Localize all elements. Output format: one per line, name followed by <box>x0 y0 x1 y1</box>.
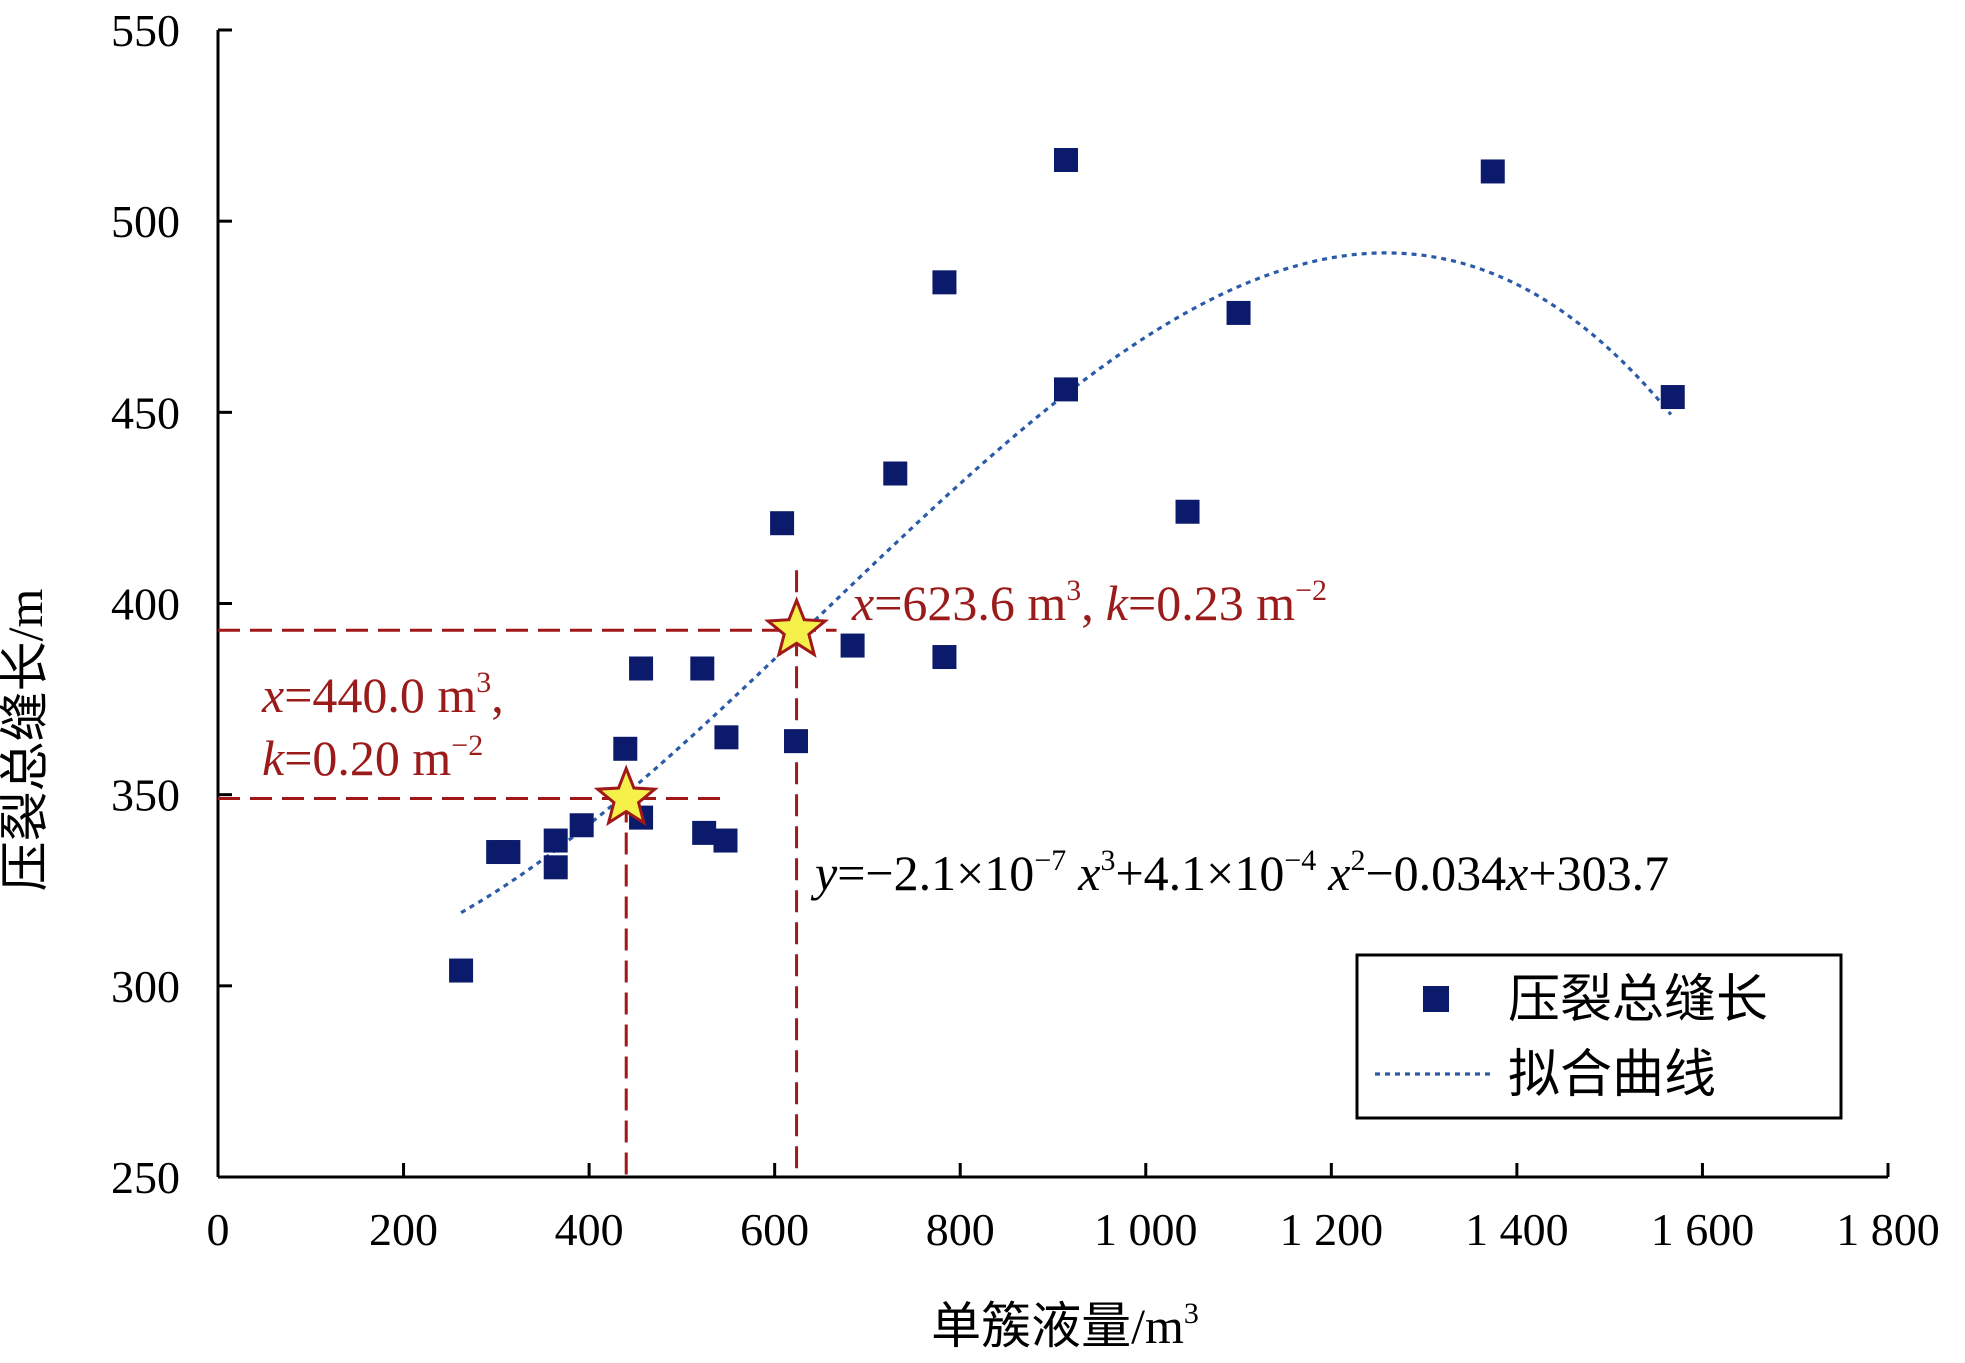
x-tick-label: 1 800 <box>1836 1204 1940 1255</box>
annotation-upper: x=623.6 m3, k=0.23 m−2 <box>851 574 1327 631</box>
x-tick-label: 1 400 <box>1465 1204 1569 1255</box>
data-point <box>1660 385 1685 410</box>
y-tick-label: 500 <box>111 196 180 247</box>
x-tick-label: 1 200 <box>1280 1204 1384 1255</box>
legend-label-fit: 拟合曲线 <box>1508 1047 1716 1104</box>
legend-box <box>1355 953 1843 1120</box>
y-tick-label: 450 <box>111 387 180 438</box>
star-marker <box>764 596 829 658</box>
y-tick-label: 300 <box>111 961 180 1012</box>
x-axis-title: 单簇液量/m3 <box>931 1297 1199 1354</box>
ticks: 0 200 400 600 800 1 000 1 200 1 400 1 600 1 800 25… <box>111 5 1940 1255</box>
data-point <box>932 645 957 670</box>
x-tick-label: 600 <box>740 1204 809 1255</box>
legend: 压裂总缝长 拟合曲线 <box>1355 953 1843 1120</box>
data-points <box>449 147 1685 983</box>
data-point <box>770 511 795 536</box>
data-point <box>629 656 654 681</box>
data-point <box>784 729 809 754</box>
y-tick-label: 400 <box>111 579 180 630</box>
y-axis-title: 压裂总缝长/m <box>0 589 53 892</box>
data-point <box>613 736 638 761</box>
data-point <box>713 828 738 853</box>
x-tick-label: 0 <box>207 1204 230 1255</box>
data-point <box>569 813 594 838</box>
x-tick-label: 200 <box>369 1204 438 1255</box>
guide-lines <box>218 570 837 1177</box>
data-point <box>1053 377 1078 402</box>
annotation-lower-line1: x=440.0 m3, <box>261 666 504 723</box>
data-point <box>692 820 717 845</box>
star-marker <box>593 764 659 827</box>
x-tick-label: 1 600 <box>1651 1204 1755 1255</box>
highlight-markers <box>593 596 829 827</box>
x-tick-label: 1 000 <box>1094 1204 1198 1255</box>
legend-label-scatter: 压裂总缝长 <box>1508 972 1768 1029</box>
data-point <box>1053 147 1078 172</box>
y-tick-label: 350 <box>111 770 180 821</box>
data-point <box>1480 159 1505 184</box>
data-point <box>543 828 568 853</box>
legend-marker-scatter <box>1423 986 1449 1012</box>
data-point <box>543 855 568 880</box>
annotation-lower-line2: k=0.20 m−2 <box>262 729 483 786</box>
data-point <box>690 656 715 681</box>
data-point <box>883 461 908 486</box>
fit-equation: y=−2.1×10−7 x3+4.1×10−4 x2−0.034x+303.7 <box>810 844 1669 901</box>
x-tick-label: 400 <box>555 1204 624 1255</box>
data-point <box>449 958 474 983</box>
data-point <box>714 725 739 750</box>
data-point <box>496 840 521 865</box>
data-point <box>1175 499 1200 524</box>
y-tick-label: 550 <box>111 5 180 56</box>
x-tick-label: 800 <box>926 1204 995 1255</box>
data-point <box>932 270 957 295</box>
y-tick-label: 250 <box>111 1152 180 1203</box>
fit-curve <box>460 251 1673 914</box>
data-point <box>840 633 865 658</box>
data-point <box>1226 300 1251 325</box>
